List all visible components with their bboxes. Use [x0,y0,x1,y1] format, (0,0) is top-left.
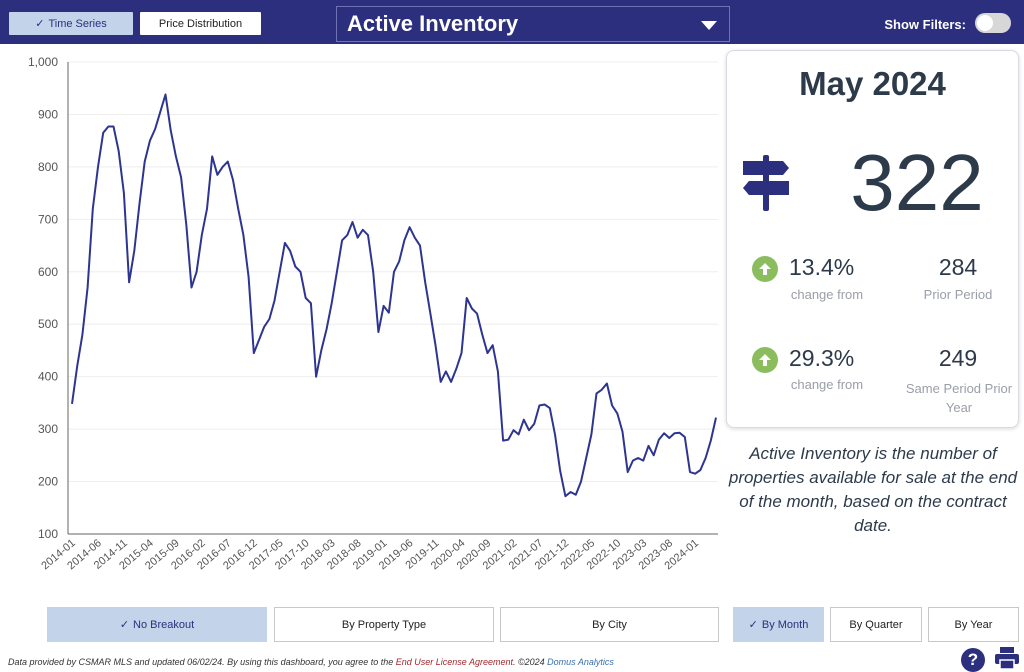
prior-year-value: 249 [938,345,978,371]
no-breakout-label: No Breakout [133,618,195,631]
y-tick-label: 700 [38,212,58,226]
tab-time-series-label: Time Series [48,17,107,30]
metric-dropdown-value: Active Inventory [347,11,519,36]
help-icon[interactable]: ? [961,648,985,672]
metric-description: Active Inventory is the number of proper… [728,444,1018,535]
y-tick-label: 800 [38,160,58,174]
domus-analytics-link[interactable]: Domus Analytics [547,657,614,667]
metric-dropdown[interactable]: Active Inventory [336,6,730,42]
by-quarter-label: By Quarter [849,618,903,631]
show-filters-toggle[interactable] [975,13,1011,33]
by-month-button[interactable]: ✓ By Month [733,607,824,642]
print-icon[interactable] [994,646,1020,670]
y-tick-label: 100 [38,527,58,541]
check-icon: ✓ [35,18,45,30]
by-year-button[interactable]: By Year [928,607,1019,642]
by-city-button[interactable]: By City [500,607,719,642]
check-icon: ✓ [119,619,130,631]
by-city-label: By City [592,618,627,631]
arrow-up-icon [752,256,778,282]
eula-link[interactable]: End User License Agreement [395,657,513,667]
tab-price-distribution-label: Price Distribution [158,17,243,30]
tab-time-series[interactable]: ✓ Time Series [9,12,133,35]
footer-text-1: Data provided by CSMAR MLS and updated 0… [8,657,396,667]
y-tick-label: 1,000 [28,55,58,69]
change-prior-year-pct: 29.3% [789,345,855,371]
summary-period: May 2024 [799,65,946,102]
toggle-knob [977,15,993,31]
series-line [71,93,717,498]
no-breakout-button[interactable]: ✓ No Breakout [47,607,267,642]
by-month-label: By Month [761,618,809,631]
summary-value: 322 [850,138,984,227]
summary-card: May 2024 322 13.4% change from 284 Prior… [726,50,1019,428]
active-inventory-chart: 1002003004005006007008009001,0002014-012… [28,55,718,572]
by-year-label: By Year [954,618,993,631]
footer-disclaimer: Data provided by CSMAR MLS and updated 0… [8,657,614,667]
y-tick-label: 300 [38,422,58,436]
by-property-type-button[interactable]: By Property Type [274,607,494,642]
chevron-down-icon [701,21,717,30]
y-tick-label: 900 [38,107,58,121]
check-icon: ✓ [748,619,758,631]
by-quarter-button[interactable]: By Quarter [830,607,922,642]
y-tick-label: 600 [38,265,58,279]
footer-text-2: . ©2024 [512,657,548,667]
y-tick-label: 500 [38,317,58,331]
show-filters-label: Show Filters: [884,17,966,32]
y-tick-label: 400 [38,370,58,384]
change-prior-year-label: change from [790,377,864,392]
tab-price-distribution[interactable]: Price Distribution [140,12,261,35]
arrow-up-icon [752,347,778,373]
signpost-icon [743,155,789,211]
prior-year-label: Same Period Prior Year [905,381,1013,415]
by-property-type-label: By Property Type [341,618,427,631]
prior-period-value: 284 [938,254,978,280]
header-bar: ✓ Time Series Price Distribution Active … [0,0,1024,44]
prior-period-label: Prior Period [923,287,993,302]
change-prior-period-label: change from [790,287,864,302]
change-prior-period-pct: 13.4% [789,254,855,280]
y-tick-label: 200 [38,475,58,489]
